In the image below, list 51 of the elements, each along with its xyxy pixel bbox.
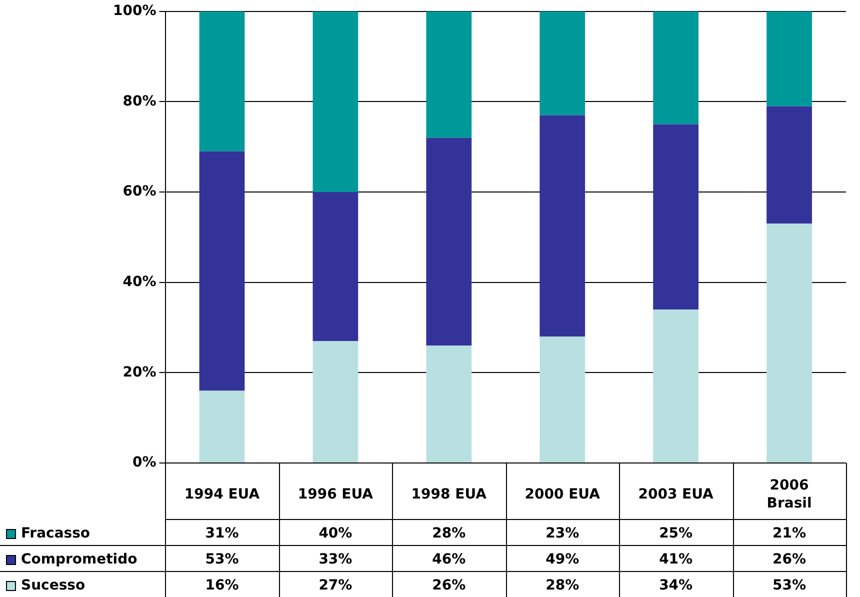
- data-label: 25%: [659, 526, 693, 542]
- bar: [199, 151, 245, 391]
- data-label: 40%: [318, 526, 352, 542]
- bar: [766, 224, 812, 462]
- data-label: 28%: [432, 526, 466, 542]
- bar: [653, 124, 699, 310]
- data-label: 49%: [546, 552, 580, 568]
- bar: [199, 390, 245, 462]
- bar: [426, 346, 472, 462]
- bar: [312, 11, 358, 192]
- data-label: 53%: [205, 552, 239, 568]
- bar: [653, 11, 699, 124]
- x-tick-label: 2000 EUA: [524, 486, 600, 503]
- data-label: 33%: [318, 552, 352, 568]
- bar: [540, 11, 586, 116]
- y-tick-label: 0%: [132, 454, 156, 471]
- x-tick-label: 1996 EUA: [298, 486, 374, 503]
- data-label: 31%: [205, 526, 239, 542]
- bar: [653, 309, 699, 462]
- y-tick-label: 40%: [122, 274, 156, 290]
- data-label: 53%: [772, 578, 806, 594]
- y-tick-label: 80%: [122, 93, 156, 110]
- y-tick-label: 100%: [112, 3, 156, 20]
- bar: [540, 115, 586, 337]
- legend-label: Fracasso: [21, 526, 90, 542]
- data-label: 34%: [659, 578, 693, 594]
- bar: [426, 11, 472, 138]
- bar: [312, 192, 358, 342]
- x-tick-label: 1998 EUA: [411, 486, 487, 503]
- bar: [199, 11, 245, 152]
- data-label: 27%: [318, 578, 352, 594]
- y-tick-label: 20%: [122, 364, 156, 380]
- data-label: 23%: [546, 526, 580, 542]
- data-label: 26%: [772, 552, 806, 568]
- bar: [312, 341, 358, 462]
- bar: [766, 106, 812, 224]
- legend-label: Comprometido: [21, 552, 138, 568]
- data-label: 26%: [432, 578, 466, 594]
- x-tick-label: 2003 EUA: [638, 486, 714, 503]
- y-tick-label: 60%: [122, 184, 156, 200]
- data-label: 46%: [432, 552, 466, 568]
- data-label: 41%: [659, 552, 693, 568]
- bar: [426, 138, 472, 346]
- bar: [540, 336, 586, 462]
- data-label: 16%: [205, 578, 239, 594]
- data-label: 21%: [772, 526, 806, 542]
- data-label: 28%: [546, 578, 580, 594]
- legend-label: Sucesso: [21, 578, 86, 594]
- bar: [766, 11, 812, 106]
- x-tick-label: 1994 EUA: [184, 486, 260, 503]
- x-tick-label: 2006 Brasil: [766, 478, 812, 512]
